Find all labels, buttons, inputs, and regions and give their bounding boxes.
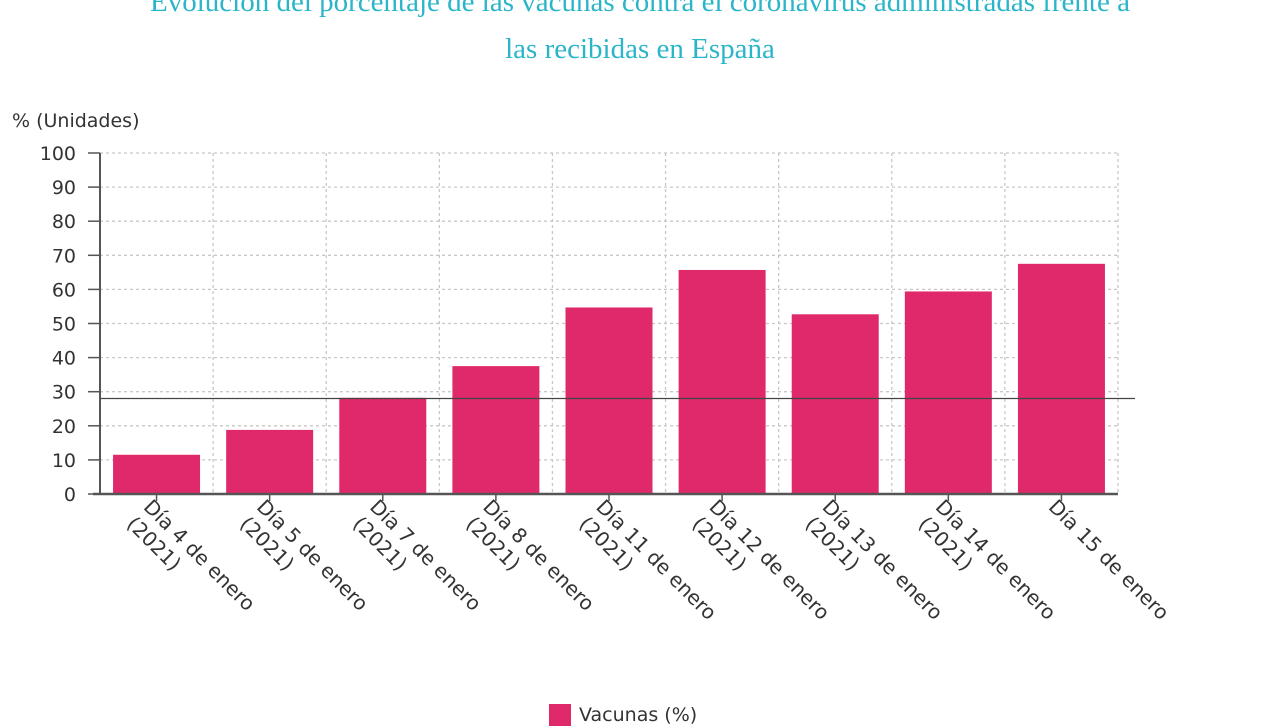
bar <box>452 366 540 494</box>
bar <box>904 291 992 494</box>
legend-label: Vacunas (%) <box>579 704 698 726</box>
bar <box>565 307 653 494</box>
x-tick-label: Día 5 de enero(2021) <box>235 495 373 633</box>
x-tick-label: Día 8 de enero(2021) <box>461 495 599 633</box>
y-tick-label: 90 <box>52 177 76 199</box>
bar <box>1017 263 1105 494</box>
y-axis-label: % (Unidades) <box>12 110 140 132</box>
y-tick-label: 20 <box>52 416 76 438</box>
y-tick-label: 40 <box>52 348 76 370</box>
y-tick-label: 10 <box>52 450 76 472</box>
x-tick-label-line: Día 15 de enero <box>1044 495 1174 625</box>
y-tick-label: 100 <box>40 143 76 165</box>
y-tick-label: 0 <box>64 484 76 506</box>
y-tick-label: 30 <box>52 382 76 404</box>
x-tick-label: Día 15 de enero <box>1044 495 1174 625</box>
x-tick-label: Día 7 de enero(2021) <box>348 495 486 633</box>
bar <box>226 429 314 494</box>
bar <box>791 314 879 494</box>
bar <box>113 454 201 494</box>
y-tick-label: 80 <box>52 211 76 233</box>
x-tick-label: Día 4 de enero(2021) <box>122 495 260 633</box>
y-tick-label: 60 <box>52 279 76 301</box>
y-tick-label: 70 <box>52 245 76 267</box>
bar <box>678 269 766 494</box>
legend-swatch <box>549 704 571 726</box>
chart-title-line-2: las recibidas en España <box>505 33 775 65</box>
bar <box>339 397 427 494</box>
y-tick-label: 50 <box>52 314 76 336</box>
chart-title-line-1: Evolución del porcentaje de las vacunas … <box>150 0 1130 18</box>
legend: Vacunas (%) <box>549 704 697 726</box>
